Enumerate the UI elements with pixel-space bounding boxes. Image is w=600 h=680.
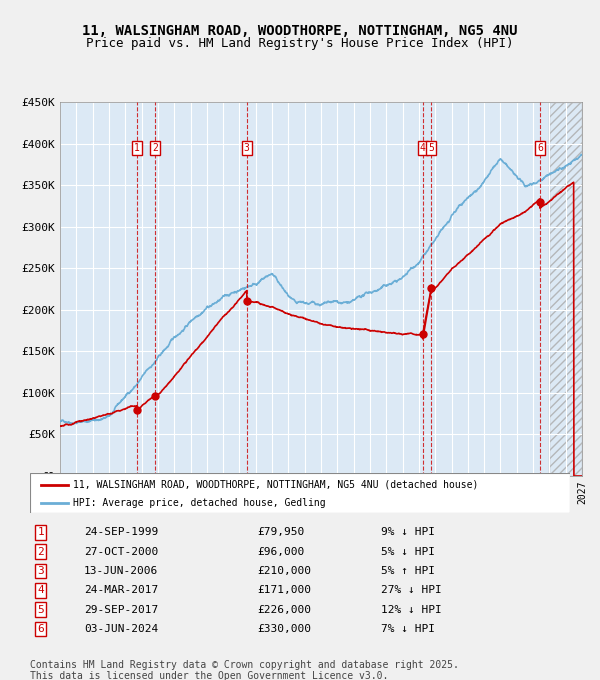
Text: 9% ↓ HPI: 9% ↓ HPI	[381, 527, 435, 537]
Text: 12% ↓ HPI: 12% ↓ HPI	[381, 605, 442, 615]
Text: £226,000: £226,000	[257, 605, 311, 615]
Text: 2: 2	[152, 143, 158, 153]
FancyBboxPatch shape	[30, 473, 570, 513]
Bar	[550, 102, 582, 476]
HPI: Average price, detached house, Gedling: (2e+03, 6.27e+04): Average price, detached house, Gedling: …	[70, 420, 77, 428]
Text: 2: 2	[37, 547, 44, 557]
Text: 11, WALSINGHAM ROAD, WOODTHORPE, NOTTINGHAM, NG5 4NU: 11, WALSINGHAM ROAD, WOODTHORPE, NOTTING…	[82, 24, 518, 38]
11, WALSINGHAM ROAD, WOODTHORPE, NOTTINGHAM, NG5 4NU (detached house)	[56, 422, 64, 430]
Text: 1: 1	[134, 143, 140, 153]
Text: 1: 1	[37, 527, 44, 537]
Text: £210,000: £210,000	[257, 566, 311, 576]
Text: Price paid vs. HM Land Registry's House Price Index (HPI): Price paid vs. HM Land Registry's House …	[86, 37, 514, 50]
Text: 5% ↓ HPI: 5% ↓ HPI	[381, 547, 435, 557]
Text: 7% ↓ HPI: 7% ↓ HPI	[381, 624, 435, 634]
HPI: Average price, detached house, Gedling: (2e+03, 6.52e+04): Average price, detached house, Gedling: …	[56, 418, 64, 426]
Text: 3: 3	[37, 566, 44, 576]
Text: 13-JUN-2006: 13-JUN-2006	[84, 566, 158, 576]
HPI: Average price, detached house, Gedling: (2.03e+03, 3.74e+05): Average price, detached house, Gedling: …	[563, 161, 571, 169]
Text: 27-OCT-2000: 27-OCT-2000	[84, 547, 158, 557]
Text: 24-MAR-2017: 24-MAR-2017	[84, 585, 158, 596]
Text: 5% ↑ HPI: 5% ↑ HPI	[381, 566, 435, 576]
11, WALSINGHAM ROAD, WOODTHORPE, NOTTINGHAM, NG5 4NU (detached house)	[571, 472, 578, 480]
Text: 6: 6	[537, 143, 543, 153]
HPI: Average price, detached house, Gedling: (2.03e+03, 3.74e+05): Average price, detached house, Gedling: …	[563, 161, 571, 169]
11, WALSINGHAM ROAD, WOODTHORPE, NOTTINGHAM, NG5 4NU (detached house)	[83, 416, 90, 424]
Text: 5: 5	[37, 605, 44, 615]
11, WALSINGHAM ROAD, WOODTHORPE, NOTTINGHAM, NG5 4NU (detached house)	[563, 183, 571, 191]
11, WALSINGHAM ROAD, WOODTHORPE, NOTTINGHAM, NG5 4NU (detached house)	[296, 313, 304, 321]
11, WALSINGHAM ROAD, WOODTHORPE, NOTTINGHAM, NG5 4NU (detached house)	[310, 317, 317, 325]
Line: HPI: Average price, detached house, Gedling: HPI: Average price, detached house, Gedl…	[60, 154, 582, 424]
HPI: Average price, detached house, Gedling: (2.01e+03, 2.09e+05): Average price, detached house, Gedling: …	[310, 298, 317, 306]
Text: 24-SEP-1999: 24-SEP-1999	[84, 527, 158, 537]
Text: Contains HM Land Registry data © Crown copyright and database right 2025.
This d: Contains HM Land Registry data © Crown c…	[30, 660, 459, 680]
11, WALSINGHAM ROAD, WOODTHORPE, NOTTINGHAM, NG5 4NU (detached house)	[570, 178, 577, 186]
11, WALSINGHAM ROAD, WOODTHORPE, NOTTINGHAM, NG5 4NU (detached house)	[578, 472, 586, 480]
Text: £171,000: £171,000	[257, 585, 311, 596]
Text: 11, WALSINGHAM ROAD, WOODTHORPE, NOTTINGHAM, NG5 4NU (detached house): 11, WALSINGHAM ROAD, WOODTHORPE, NOTTING…	[73, 480, 479, 490]
11, WALSINGHAM ROAD, WOODTHORPE, NOTTINGHAM, NG5 4NU (detached house)	[563, 183, 570, 191]
Text: 27% ↓ HPI: 27% ↓ HPI	[381, 585, 442, 596]
Text: 29-SEP-2017: 29-SEP-2017	[84, 605, 158, 615]
HPI: Average price, detached house, Gedling: (2.03e+03, 3.87e+05): Average price, detached house, Gedling: …	[578, 150, 585, 158]
HPI: Average price, detached house, Gedling: (2.02e+03, 3.38e+05): Average price, detached house, Gedling: …	[467, 190, 475, 199]
Text: 4: 4	[419, 143, 425, 153]
Text: £330,000: £330,000	[257, 624, 311, 634]
Text: 5: 5	[428, 143, 434, 153]
Text: 4: 4	[37, 585, 44, 596]
Text: 3: 3	[244, 143, 250, 153]
Text: £96,000: £96,000	[257, 547, 304, 557]
Text: 6: 6	[37, 624, 44, 634]
Text: HPI: Average price, detached house, Gedling: HPI: Average price, detached house, Gedl…	[73, 498, 326, 508]
HPI: Average price, detached house, Gedling: (2e+03, 6.46e+04): Average price, detached house, Gedling: …	[83, 418, 91, 426]
HPI: Average price, detached house, Gedling: (2.01e+03, 2.1e+05): Average price, detached house, Gedling: …	[296, 297, 304, 305]
Text: £79,950: £79,950	[257, 527, 304, 537]
Line: 11, WALSINGHAM ROAD, WOODTHORPE, NOTTINGHAM, NG5 4NU (detached house): 11, WALSINGHAM ROAD, WOODTHORPE, NOTTING…	[60, 182, 582, 476]
HPI: Average price, detached house, Gedling: (2.03e+03, 3.87e+05): Average price, detached house, Gedling: …	[578, 151, 586, 159]
11, WALSINGHAM ROAD, WOODTHORPE, NOTTINGHAM, NG5 4NU (detached house)	[467, 248, 475, 256]
Text: 03-JUN-2024: 03-JUN-2024	[84, 624, 158, 634]
